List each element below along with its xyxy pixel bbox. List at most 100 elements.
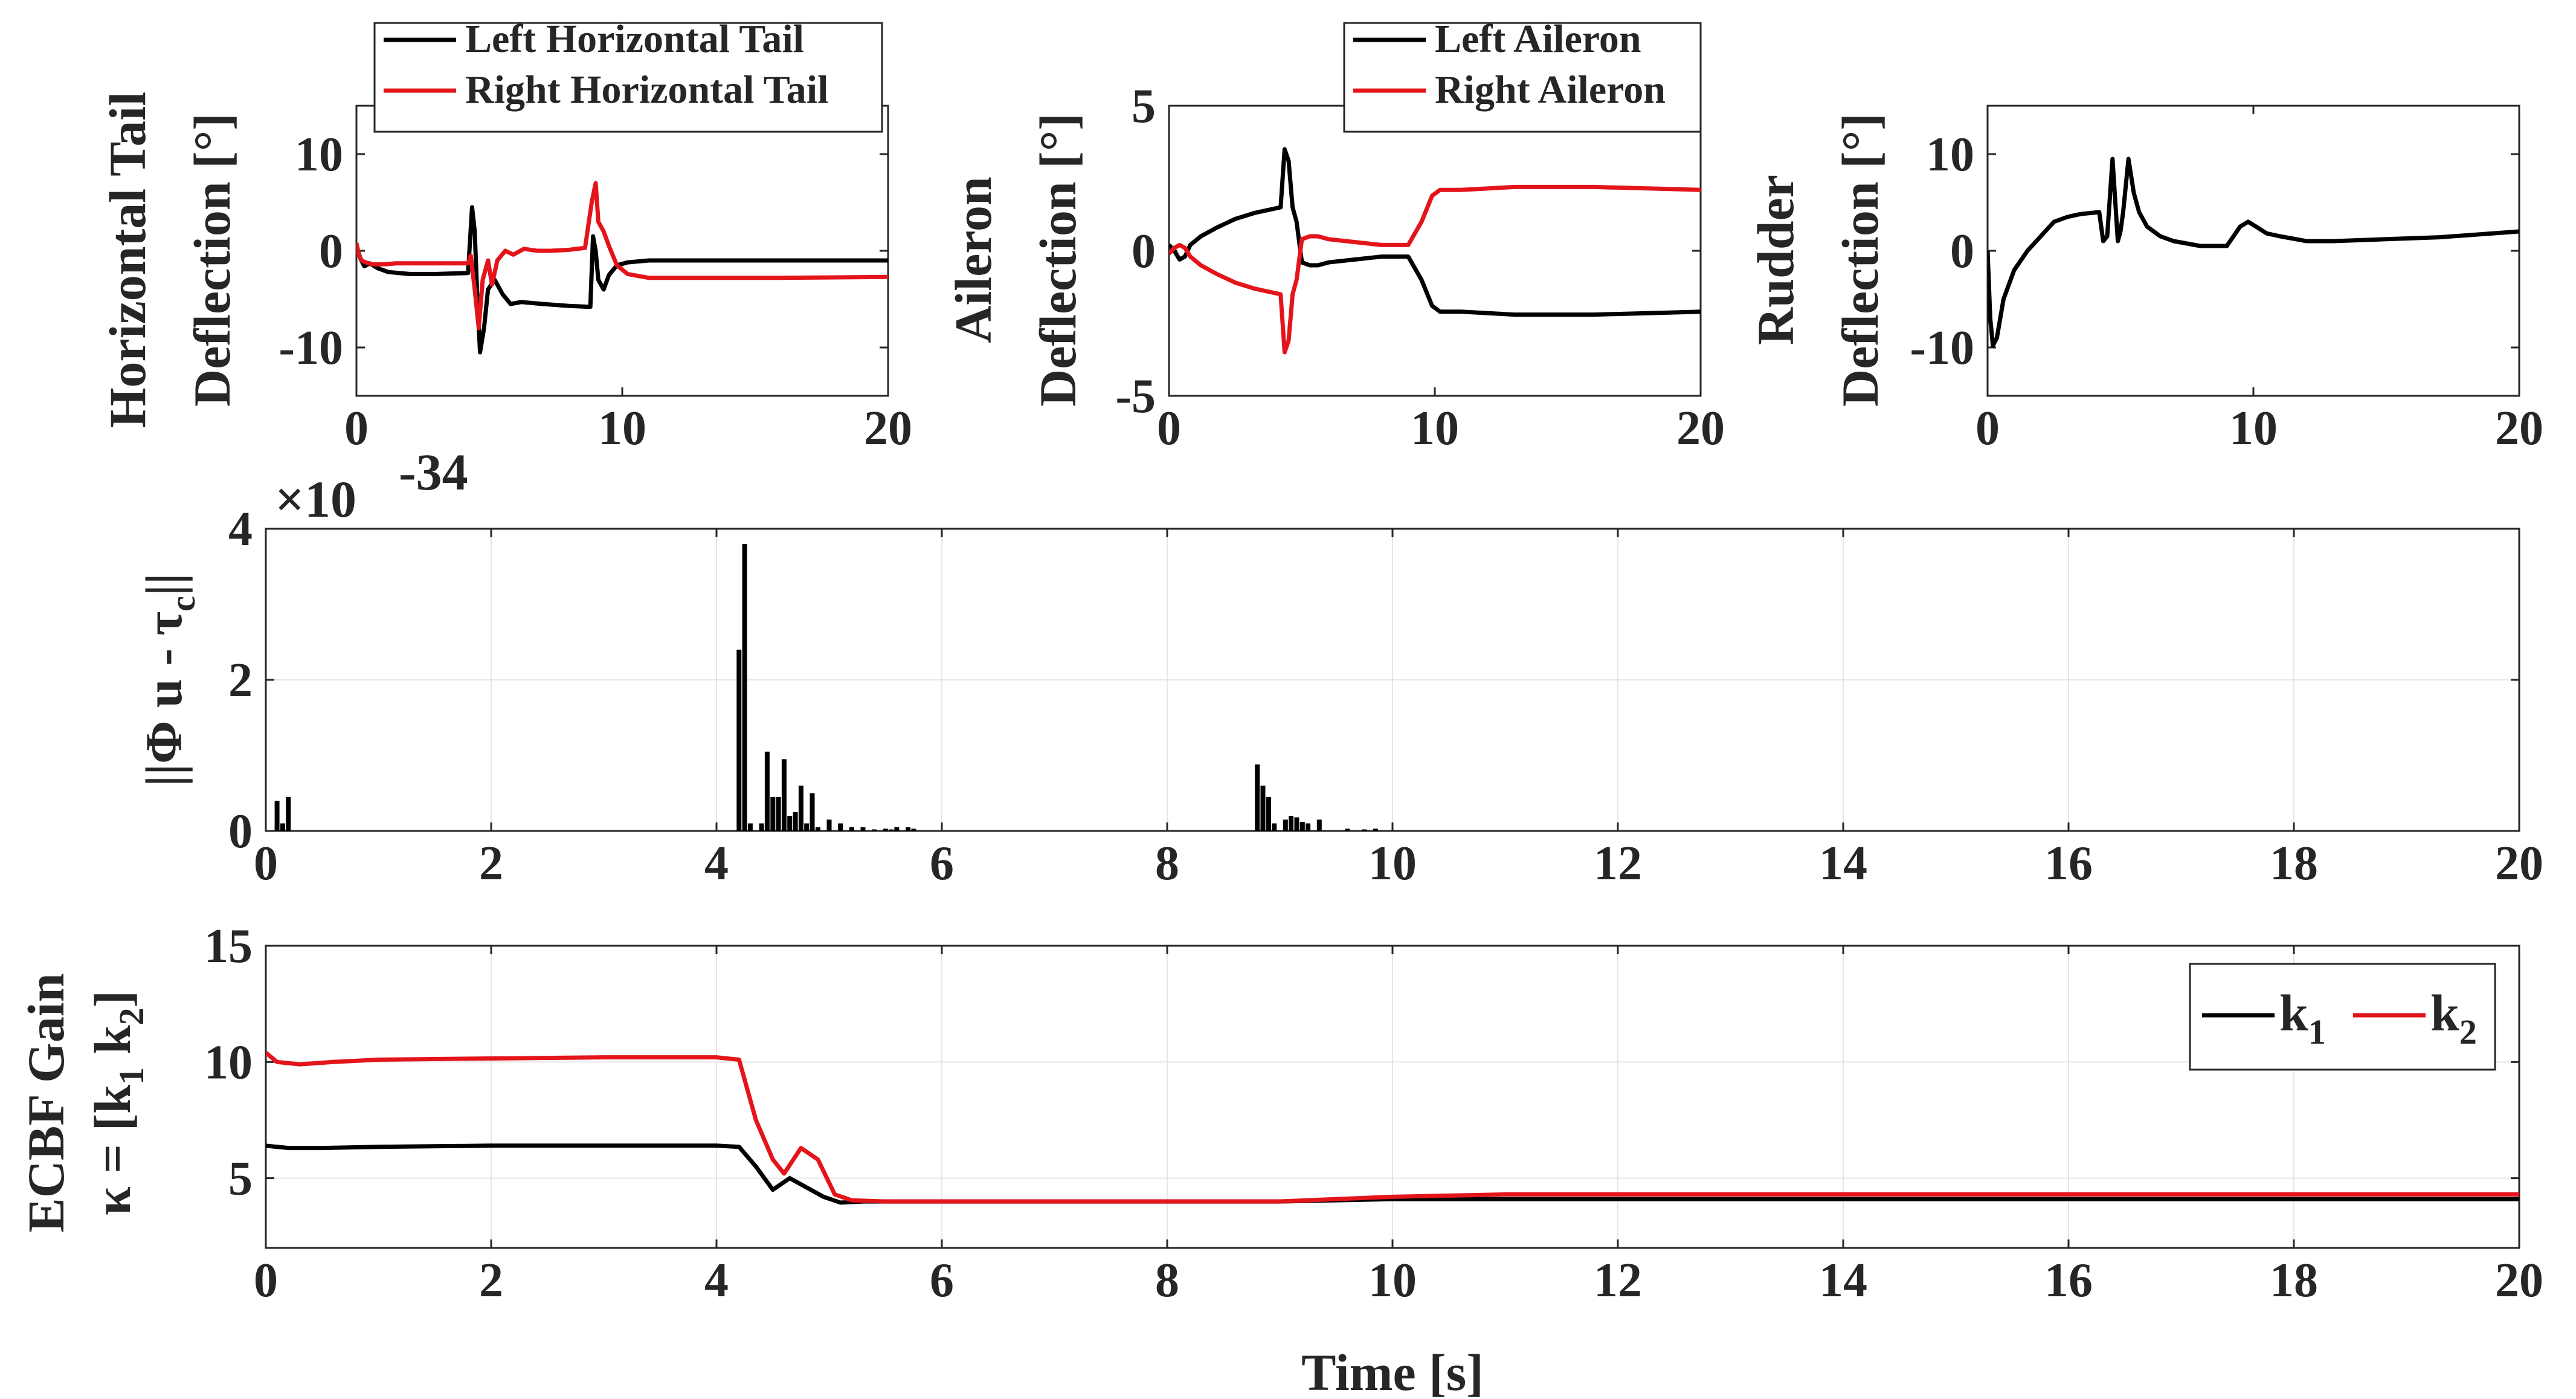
y-tick-label: 2 [228, 654, 253, 707]
residual-bar [1294, 817, 1299, 831]
residual-bar [838, 823, 843, 831]
x-tick-label: 20 [864, 402, 912, 455]
axes-frame [1986, 105, 2520, 397]
axes-frame [1168, 105, 1702, 397]
htail-y-axis-label-line-1: Horizontal Tail [98, 92, 156, 428]
residual-bar [798, 786, 803, 831]
gain-legend: k1 k2 [2189, 963, 2496, 1071]
residual-bar [883, 829, 888, 832]
rudder-y-axis-label-line-2: Deflection [°] [1831, 113, 1889, 407]
axes-frame [355, 105, 889, 397]
residual-bar [736, 650, 742, 831]
series-line-left-aileron [1169, 147, 1701, 317]
gain-y-label-line-2: κ = [k1 k2] [83, 990, 151, 1215]
legend-entry: k2 [2430, 984, 2477, 1052]
residual-bar [1272, 823, 1277, 831]
residual-bar [804, 823, 810, 831]
residual-bar [286, 796, 291, 832]
residual-bar [793, 812, 798, 832]
residual-bar [764, 751, 770, 832]
x-tick-label: 14 [1819, 1254, 1867, 1307]
residual-bar [1316, 819, 1322, 832]
x-tick-label: 12 [1594, 1254, 1642, 1307]
x-tick-label: 4 [704, 837, 729, 890]
gain-y-label-line-1: ECBF Gain [17, 973, 75, 1232]
residual-bar [770, 796, 776, 832]
residual-chart: 0 2 4 6 8 10 12 14 16 18 20 0 2 4 ×10 -34 ||Φ u - τc|| [135, 443, 2543, 890]
residual-bar [759, 823, 764, 831]
y-tick-label: 10 [295, 128, 343, 181]
x-tick-label: 10 [1368, 837, 1417, 890]
series-line-right-aileron [1169, 184, 1701, 355]
gain-y-axis-label: ECBF Gain κ = [k1 k2] [17, 973, 151, 1232]
ecbf-gain-chart: 0 2 4 6 8 10 12 14 16 18 20 5 10 15 Time [s] ECBF Gain κ… [17, 920, 2543, 1399]
residual-bar [1299, 822, 1305, 831]
residual-bar [906, 827, 911, 832]
aileron-y-axis-label-line-2: Deflection [°] [1029, 113, 1087, 407]
x-tick-label: 12 [1594, 837, 1642, 890]
x-tick-label: 2 [479, 837, 503, 890]
residual-bar [911, 829, 916, 832]
x-tick-label: 20 [1676, 402, 1725, 455]
x-tick-label: 0 [1975, 402, 2000, 455]
residual-bar [1289, 816, 1294, 831]
x-tick-label: 4 [704, 1254, 729, 1307]
residual-bar [776, 796, 781, 832]
residual-bar [1266, 796, 1271, 832]
residual-bar [1260, 786, 1266, 831]
x-tick-label: 8 [1155, 837, 1179, 890]
x-tick-label: 16 [2044, 837, 2093, 890]
series-line-rudder [1988, 157, 2519, 348]
y-tick-label: 10 [1926, 128, 1974, 181]
rudder-y-axis-label: Rudder Deflection [°] [1747, 113, 1889, 407]
x-tick-label: 20 [2495, 402, 2543, 455]
series-line-left-horizontal-tail [356, 205, 888, 355]
residual-y-label-text: ||Φ u - τc|| [135, 573, 202, 786]
x-tick-label: 10 [1368, 1254, 1417, 1307]
residual-bar [787, 816, 793, 831]
residual-bar [1306, 823, 1311, 831]
y-tick-label: 5 [228, 1152, 253, 1206]
x-tick-label: 20 [2495, 1254, 2543, 1307]
x-tick-label: 10 [1411, 402, 1459, 455]
residual-bar [810, 793, 815, 831]
aileron-y-axis-label-line-1: Aileron [944, 176, 1002, 343]
residual-bar [815, 827, 820, 832]
x-tick-label: 0 [254, 1254, 278, 1307]
htail-y-axis-label: Horizontal Tail Deflection [°] [98, 92, 241, 428]
residual-bar [826, 819, 832, 832]
x-tick-label: 8 [1155, 1254, 1179, 1307]
rudder-y-axis-label-line-1: Rudder [1747, 175, 1805, 345]
y-tick-label: 4 [228, 503, 253, 556]
residual-bar [747, 823, 753, 831]
residual-bar [889, 829, 894, 831]
series-line-right-horizontal-tail [356, 181, 888, 331]
y-tick-label: -10 [279, 321, 343, 375]
y-tick-label: -10 [1910, 321, 1974, 375]
aileron-y-axis-label: Aileron Deflection [°] [944, 113, 1087, 407]
residual-bar [742, 544, 747, 831]
legend-entry: Left Aileron [1435, 17, 1641, 61]
y-tick-label: 15 [204, 920, 253, 973]
x-tick-label: 18 [2270, 837, 2318, 890]
y-tick-label: -5 [1115, 370, 1156, 423]
legend-entry: Left Horizontal Tail [465, 17, 804, 61]
series-line-k2 [266, 1051, 2519, 1204]
y-tick-label: 0 [319, 225, 343, 278]
residual-bar [1283, 819, 1288, 832]
residual-bar [872, 829, 877, 831]
x-tick-label: 10 [2229, 402, 2278, 455]
x-tick-label: 6 [930, 837, 954, 890]
legend-entry: k1 [2279, 984, 2326, 1052]
aileron-legend: Left Aileron Right Aileron [1343, 17, 1702, 133]
y-tick-label: 5 [1132, 80, 1156, 133]
x-axis-label: Time [s] [1301, 1343, 1484, 1399]
y-tick-label: 0 [1132, 225, 1156, 278]
x-tick-label: 18 [2270, 1254, 2318, 1307]
y-tick-label: 0 [228, 805, 253, 858]
residual-bar [781, 759, 787, 832]
